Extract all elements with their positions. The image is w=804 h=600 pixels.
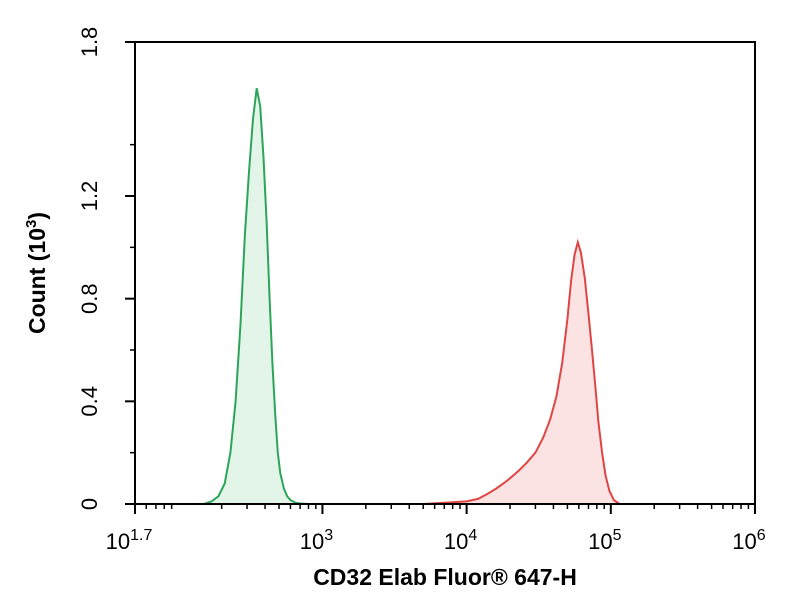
y-axis-label-exponent: 3 (23, 220, 40, 228)
series-1-line (203, 88, 309, 505)
histogram-areas (203, 88, 621, 505)
x-axis-ticks: 101.7 103 104 105 106 (106, 504, 766, 554)
y-axis-label-group: Count (103) (23, 212, 50, 334)
x-tick-label-5: 106 (732, 527, 765, 554)
y-axis-label: Count (10 (24, 228, 50, 334)
x-tick-label-2: 103 (300, 527, 333, 554)
y-tick-label-2: 0.4 (77, 386, 102, 417)
x-tick-label-3: 104 (444, 527, 477, 554)
series-2-line (423, 238, 621, 505)
series-2-fill (423, 242, 620, 504)
y-tick-label-4: 1.2 (77, 181, 102, 212)
series-1-fill (203, 88, 309, 504)
y-tick-label-3: 0.8 (77, 283, 102, 314)
svg-text:Count (103): Count (103) (23, 212, 50, 334)
x-tick-label-4: 105 (588, 527, 621, 554)
x-axis-label: CD32 Elab Fluor® 647-H (313, 564, 577, 590)
y-axis-ticks: 0 0.4 0.8 1.2 1.8 (77, 27, 135, 510)
y-axis-label-close: ) (24, 212, 50, 220)
y-tick-label-1: 0 (77, 498, 102, 510)
x-tick-label-1: 101.7 (106, 527, 153, 554)
y-tick-label-5: 1.8 (77, 27, 102, 58)
plot-frame (134, 41, 756, 505)
